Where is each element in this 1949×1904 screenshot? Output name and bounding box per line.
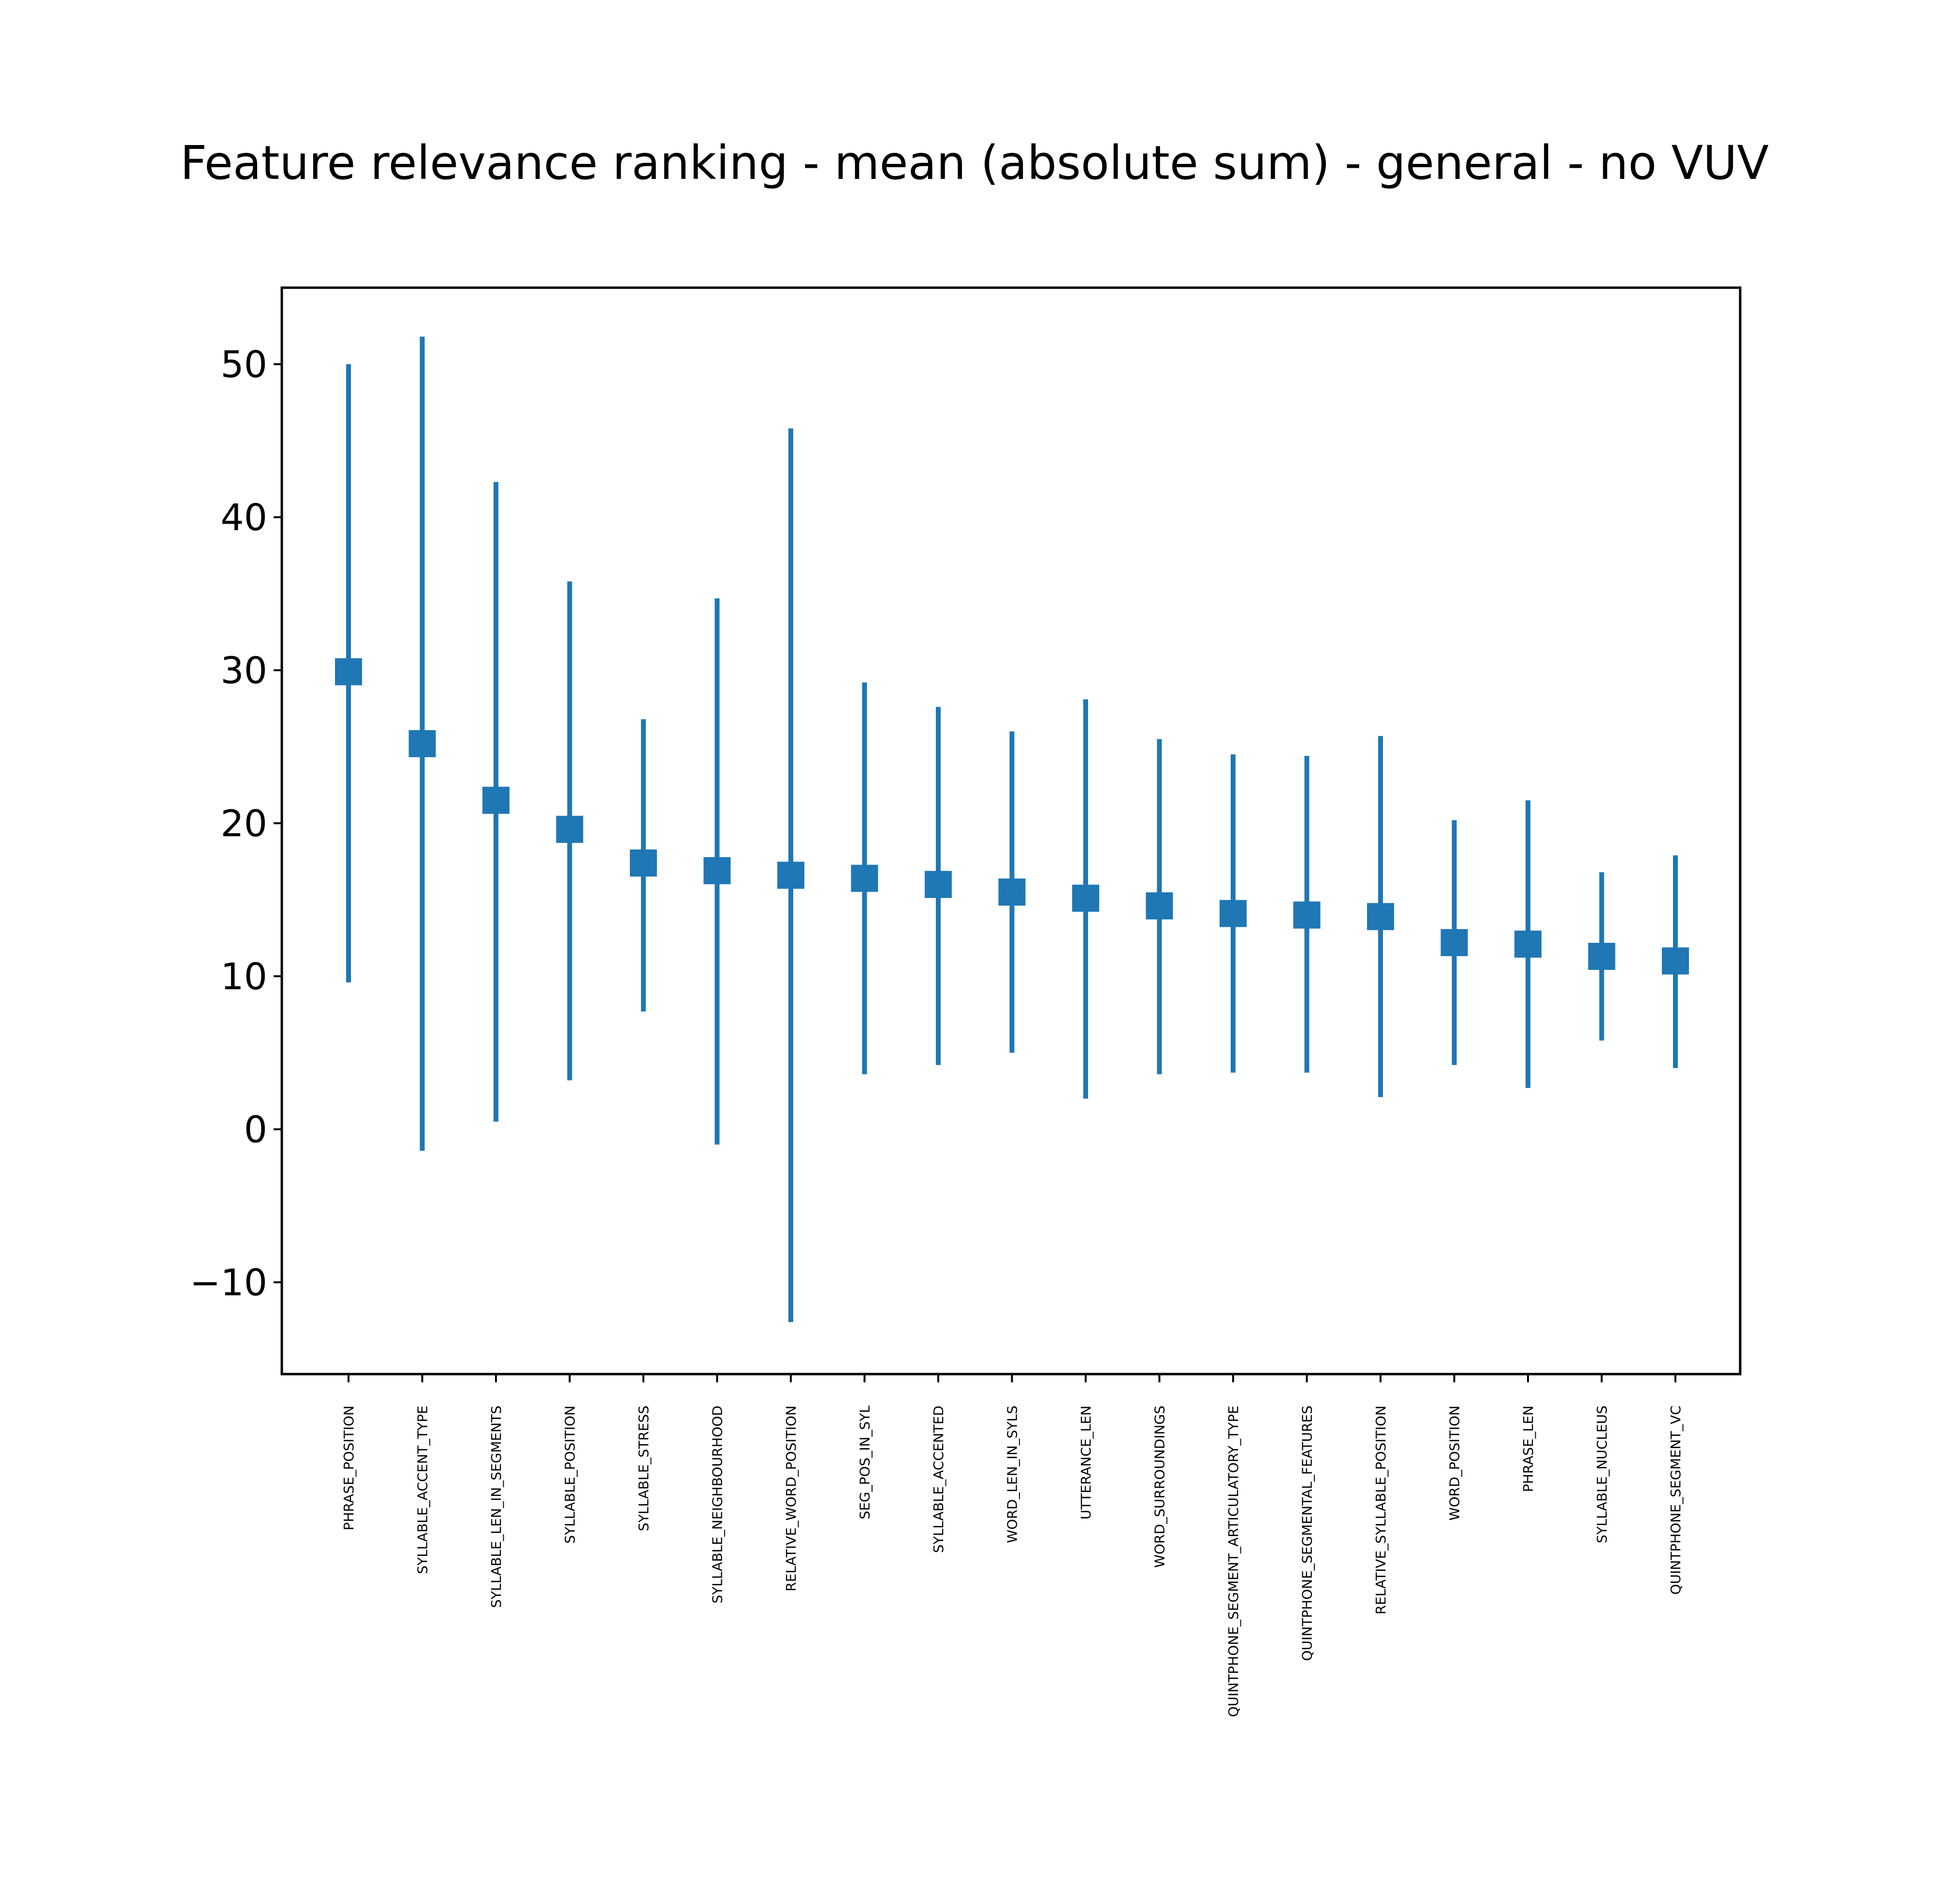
y-tick-label: 30 <box>220 649 267 692</box>
mean-marker <box>925 871 952 898</box>
chart-title: Feature relevance ranking - mean (absolu… <box>180 136 1769 190</box>
mean-marker <box>1662 947 1689 975</box>
mean-marker <box>1146 892 1173 920</box>
y-tick-label: 20 <box>220 802 267 845</box>
mean-marker <box>1220 900 1247 927</box>
y-tick-label: −10 <box>190 1261 267 1304</box>
y-tick-label: 50 <box>220 343 267 386</box>
x-tick-label: SYLLABLE_LEN_IN_SEGMENTS <box>488 1406 504 1608</box>
x-tick-label: WORD_SURROUNDINGS <box>1152 1406 1168 1568</box>
x-tick-label: SYLLABLE_NEIGHBOURHOOD <box>710 1406 726 1603</box>
y-tick-label: 10 <box>220 955 267 998</box>
x-tick-label: PHRASE_LEN <box>1520 1406 1536 1492</box>
x-tick-label: UTTERANCE_LEN <box>1078 1406 1094 1520</box>
x-tick-label: SYLLABLE_STRESS <box>636 1406 652 1531</box>
x-tick-label: QUINTPHONE_SEGMENT_VC <box>1668 1406 1684 1595</box>
chart-marks <box>335 337 1689 1322</box>
mean-marker <box>556 816 583 843</box>
mean-marker <box>1072 884 1099 912</box>
mean-marker <box>1293 901 1321 929</box>
mean-marker <box>851 864 878 892</box>
mean-marker <box>335 658 362 686</box>
x-tick-label: RELATIVE_SYLLABLE_POSITION <box>1373 1406 1389 1614</box>
x-tick-label: RELATIVE_WORD_POSITION <box>783 1406 799 1592</box>
plot-frame <box>280 286 1742 1376</box>
mean-marker <box>1588 943 1615 970</box>
y-tick-label: 40 <box>220 496 267 539</box>
x-tick-label: SYLLABLE_NUCLEUS <box>1594 1406 1610 1543</box>
mean-marker <box>703 857 731 884</box>
mean-marker <box>482 787 509 814</box>
mean-marker <box>408 730 436 758</box>
x-tick-label: WORD_LEN_IN_SYLS <box>1004 1406 1020 1543</box>
x-tick-label: SYLLABLE_ACCENT_TYPE <box>415 1406 431 1574</box>
mean-marker <box>998 879 1026 906</box>
mean-marker <box>1514 930 1542 958</box>
mean-marker <box>1440 929 1468 956</box>
mean-marker <box>1367 903 1394 930</box>
y-tick-label: 0 <box>244 1108 267 1151</box>
x-tick-label: WORD_POSITION <box>1447 1406 1463 1521</box>
y-axis: −10 0 10 20 30 40 50 <box>190 343 282 1304</box>
x-tick-label: QUINTPHONE_SEGMENTAL_FEATURES <box>1299 1406 1315 1661</box>
x-axis: PHRASE_POSITION SYLLABLE_ACCENT_TYPE SYLLA… <box>341 1374 1684 1717</box>
x-tick-label: QUINTPHONE_SEGMENT_ARTICULATORY_TYPE <box>1225 1406 1241 1717</box>
mean-marker <box>630 849 657 877</box>
x-tick-label: PHRASE_POSITION <box>341 1406 357 1530</box>
x-tick-label: SYLLABLE_POSITION <box>562 1406 578 1544</box>
mean-marker <box>777 862 804 889</box>
x-tick-label: SYLLABLE_ACCENTED <box>931 1406 946 1553</box>
x-tick-label: SEG_POS_IN_SYL <box>857 1406 873 1520</box>
